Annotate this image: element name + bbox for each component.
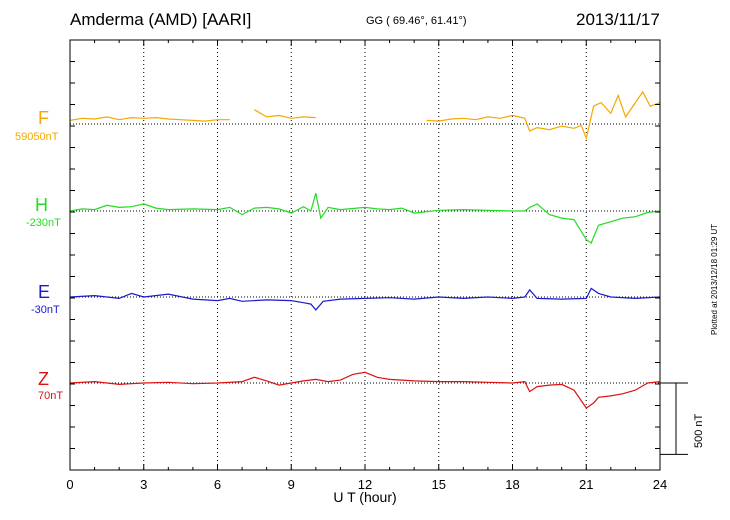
baseline-label-h: -230nT <box>26 217 61 229</box>
series-z-line <box>69 371 661 409</box>
x-tick-label-12: 12 <box>358 477 372 492</box>
plot-date: 2013/11/17 <box>576 10 660 29</box>
x-tick-label-15: 15 <box>432 477 446 492</box>
series-label-z: Z <box>38 369 49 389</box>
series-label-f: F <box>38 108 49 128</box>
x-axis-label: U T (hour) <box>333 489 397 505</box>
x-tick-label-6: 6 <box>214 477 221 492</box>
scale-bar <box>660 382 688 455</box>
baseline-lines <box>70 123 660 384</box>
plotted-timestamp: Plotted at 2013/12/18 01:29 UT <box>710 223 719 335</box>
x-tick-label-21: 21 <box>579 477 593 492</box>
x-tick-label-0: 0 <box>66 477 73 492</box>
data-series <box>69 90 661 409</box>
axis-ticks: 0 3 6 9 12 15 18 21 24 <box>66 39 667 492</box>
baseline-label-e: -30nT <box>31 304 60 316</box>
station-title: Amderma (AMD) [AARI] <box>70 10 252 29</box>
series-e-line <box>69 287 661 311</box>
baseline-label-z: 70nT <box>38 390 64 402</box>
x-tick-label-18: 18 <box>505 477 519 492</box>
x-tick-label-24: 24 <box>653 477 667 492</box>
grid-lines <box>143 40 587 470</box>
series-label-h: H <box>35 195 48 215</box>
baseline-label-f: 59050nT <box>15 131 59 143</box>
series-f-line <box>69 90 661 141</box>
series-label-e: E <box>38 282 51 302</box>
x-tick-label-3: 3 <box>140 477 147 492</box>
x-tick-label-9: 9 <box>288 477 295 492</box>
series-h-line <box>69 193 661 245</box>
station-coords: GG ( 69.46°, 61.41°) <box>366 15 467 27</box>
scale-bar-label: 500 nT <box>693 413 705 448</box>
